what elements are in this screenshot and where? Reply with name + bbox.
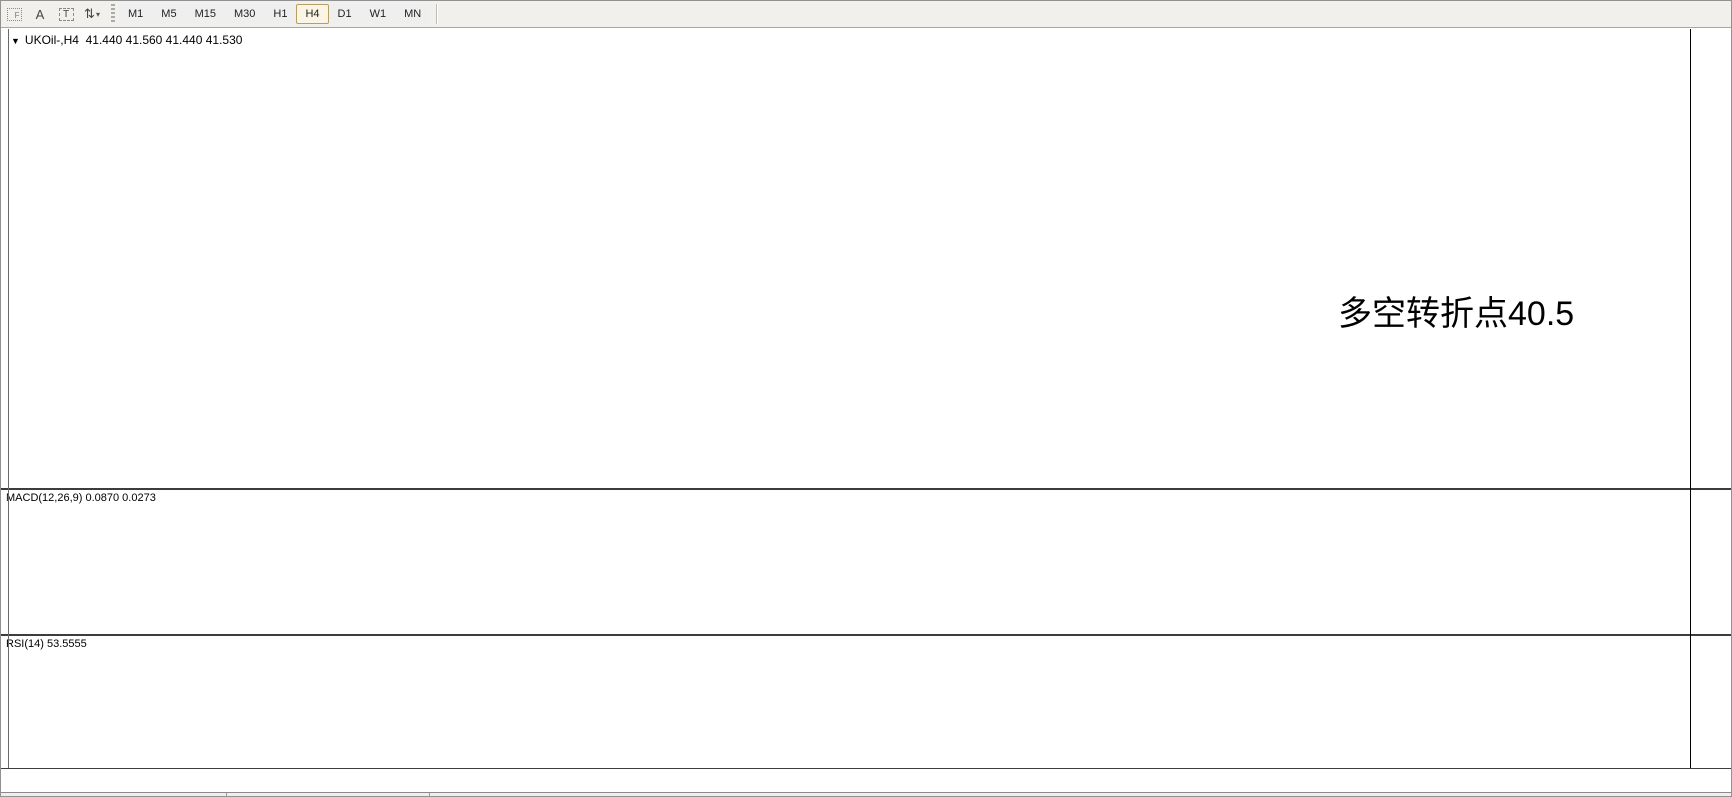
timeframe-w1-button[interactable]: W1 [360, 4, 396, 24]
timeframe-m15-button[interactable]: M15 [185, 4, 225, 24]
collapse-triangle-icon[interactable]: ▼ [11, 36, 20, 46]
timeframe-h4-button[interactable]: H4 [296, 4, 329, 24]
ohlc-readout: 41.440 41.560 41.440 41.530 [85, 33, 243, 47]
timeframe-m30-button[interactable]: M30 [224, 4, 265, 24]
timeframe-m5-button[interactable]: M5 [152, 4, 186, 24]
date-axis[interactable] [1, 769, 1731, 791]
rsi-label: RSI(14) 53.5555 [6, 638, 87, 650]
toolbar-separator [436, 4, 439, 24]
panel-splitter[interactable] [1, 634, 1731, 636]
timeframe-h1-button[interactable]: H1 [264, 4, 297, 24]
main-chart-canvas[interactable] [1, 29, 1690, 488]
toolbar: F A T ⇅ ▾ M1 M5 M15 M30 H1 H4 D1 W1 MN [1, 1, 1731, 28]
chart-annotation-text: 多空转折点40.5 [1338, 295, 1575, 333]
timeframe-m1-button[interactable]: M1 [119, 4, 153, 24]
chart-title: ▼ UKOil-,H4 41.440 41.560 41.440 41.530 [11, 33, 242, 47]
panel-splitter[interactable] [1, 488, 1731, 490]
text-label-icon[interactable]: T [55, 4, 77, 24]
rsi-canvas[interactable] [1, 636, 1690, 768]
timeframe-mn-button[interactable]: MN [395, 4, 431, 24]
sort-arrows-glyph: ⇅ [84, 6, 95, 21]
dropdown-caret-icon: ▾ [95, 9, 100, 19]
tab-divider [429, 793, 430, 796]
axis-border-line [1690, 29, 1691, 768]
rsi-panel[interactable]: RSI(14) 53.5555 [1, 636, 1690, 768]
main-chart-panel[interactable]: ▼ UKOil-,H4 41.440 41.560 41.440 41.530 多… [1, 29, 1690, 488]
text-label-glyph: T [58, 7, 74, 21]
sort-arrows-icon[interactable]: ⇅ ▾ [81, 4, 103, 24]
chart-tab-strip[interactable] [1, 792, 1731, 796]
macd-label: MACD(12,26,9) 0.0870 0.0273 [6, 492, 156, 504]
macd-axis[interactable] [1691, 490, 1731, 634]
toolbar-grip[interactable] [111, 4, 115, 24]
rsi-axis[interactable] [1691, 636, 1731, 768]
tab-divider [226, 793, 227, 796]
macd-panel[interactable]: MACD(12,26,9) 0.0870 0.0273 [1, 490, 1690, 634]
symbol-period-label: UKOil-,H4 [24, 33, 79, 47]
macd-canvas[interactable] [1, 490, 1690, 634]
chart-left-border [8, 29, 9, 768]
chart-grid-glyph: F [6, 7, 22, 21]
price-axis[interactable] [1691, 29, 1731, 488]
date-axis-separator [1, 768, 1731, 769]
annotation-a-icon[interactable]: A [35, 6, 45, 22]
chart-grid-icon[interactable]: F [3, 4, 25, 24]
timeframe-d1-button[interactable]: D1 [328, 4, 361, 24]
